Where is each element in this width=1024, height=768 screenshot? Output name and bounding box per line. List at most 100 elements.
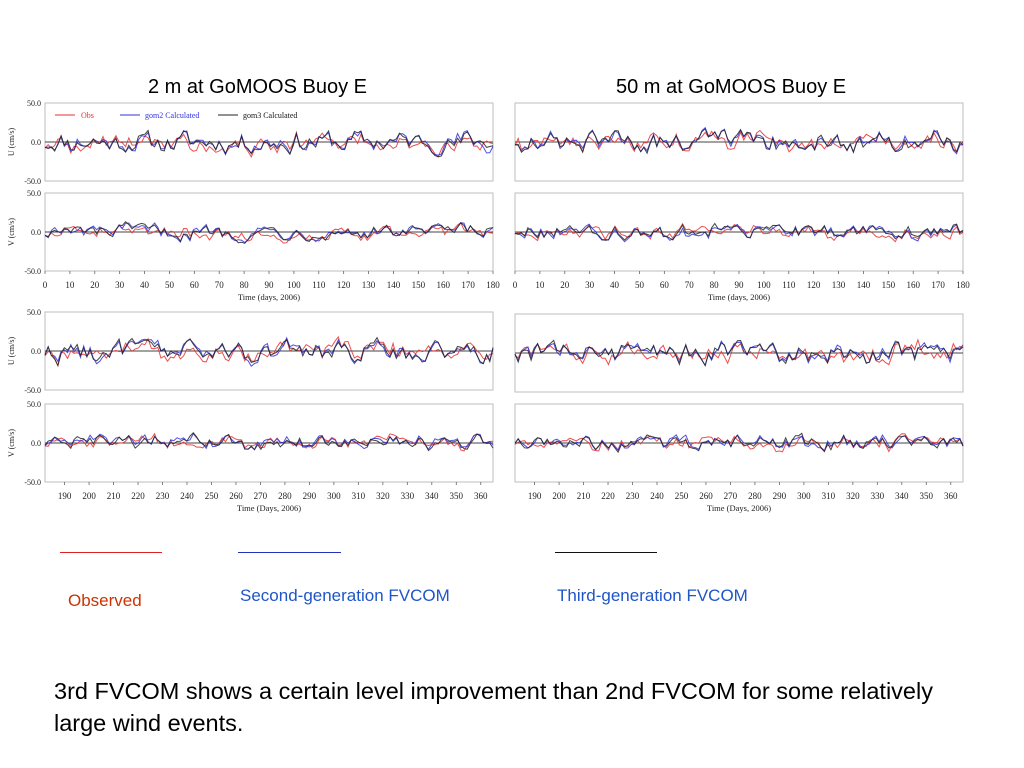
y-axis-label: V (cm/s) — [7, 218, 16, 246]
chart-panel-50m-V-late: 190 200 210 220 230 240 250 260 270 280 290 300 310 3… — [514, 403, 964, 513]
chart-panel-50m-U-late — [514, 313, 964, 393]
x-tick-label: 240 — [180, 491, 194, 501]
x-tick-label: 30 — [115, 280, 125, 290]
x-tick-label: 300 — [797, 491, 811, 501]
x-tick-label: 140 — [387, 280, 401, 290]
x-tick-label: 260 — [699, 491, 713, 501]
series-line-obs — [44, 130, 494, 159]
x-tick-label: 280 — [278, 491, 292, 501]
x-tick-label: 200 — [552, 491, 566, 501]
x-tick-label: 110 — [782, 280, 796, 290]
time-series-figure: 50.0 0.0 -50.0 U (cm/s) Obs gom2 Calculated go… — [7, 99, 970, 513]
x-tick-label: 160 — [436, 280, 450, 290]
x-tick-label: 220 — [131, 491, 145, 501]
x-tick-label: 350 — [450, 491, 464, 501]
x-tick-label: 150 — [882, 280, 896, 290]
x-tick-label: 130 — [362, 280, 376, 290]
y-tick-label: 50.0 — [27, 99, 41, 108]
x-tick-label: 230 — [626, 491, 640, 501]
x-tick-label: 200 — [82, 491, 96, 501]
x-tick-label: 310 — [352, 491, 366, 501]
legend-label-gom2: gom2 Calculated — [145, 111, 199, 120]
x-tick-label: 30 — [585, 280, 595, 290]
series-line-gom3 — [44, 220, 494, 244]
x-tick-label: 110 — [312, 280, 326, 290]
y-tick-label: -50.0 — [24, 267, 41, 276]
x-tick-label: 0 — [43, 280, 48, 290]
x-tick-label: 290 — [773, 491, 787, 501]
second-gen-legend-line — [238, 552, 341, 553]
x-tick-label: 320 — [846, 491, 860, 501]
x-tick-label: 40 — [140, 280, 150, 290]
y-axis-label: U (cm/s) — [7, 128, 16, 157]
x-tick-label: 340 — [425, 491, 439, 501]
x-tick-label: 310 — [822, 491, 836, 501]
series-line-gom2 — [44, 129, 494, 156]
x-tick-label: 60 — [660, 280, 670, 290]
x-tick-label: 150 — [412, 280, 426, 290]
series-line-gom3 — [44, 432, 494, 452]
x-tick-label: 180 — [486, 280, 500, 290]
x-axis-label: Time (days, 2006) — [238, 292, 300, 302]
series-line-gom2 — [514, 223, 964, 243]
x-tick-label: 140 — [857, 280, 871, 290]
chart-panel-50m-U-early — [514, 102, 964, 182]
x-tick-label: 50 — [165, 280, 175, 290]
second-gen-legend-label: Second-generation FVCOM — [240, 586, 450, 605]
x-tick-label: 70 — [215, 280, 225, 290]
x-axis-label: Time (Days, 2006) — [707, 503, 771, 513]
x-tick-label: 330 — [871, 491, 885, 501]
x-tick-label: 170 — [461, 280, 475, 290]
y-tick-label: 0.0 — [31, 138, 41, 147]
x-tick-label: 260 — [229, 491, 243, 501]
x-tick-label: 80 — [710, 280, 720, 290]
x-tick-label: 240 — [650, 491, 664, 501]
y-tick-label: 50.0 — [27, 308, 41, 317]
x-tick-label: 10 — [65, 280, 75, 290]
x-tick-label: 10 — [535, 280, 545, 290]
chart-panel-50m-V-early: 0 10 20 30 40 50 60 70 80 90 100 110 120 130 140 150 160… — [513, 192, 970, 302]
x-tick-label: 220 — [601, 491, 615, 501]
x-tick-label: 90 — [735, 280, 745, 290]
chart-panel-2m-U-early: 50.0 0.0 -50.0 U (cm/s) Obs gom2 Calculated go… — [7, 99, 494, 186]
y-tick-label: -50.0 — [24, 386, 41, 395]
series-line-obs — [514, 433, 964, 453]
x-tick-label: 270 — [254, 491, 268, 501]
y-tick-label: -50.0 — [24, 478, 41, 487]
y-tick-label: 50.0 — [27, 400, 41, 409]
y-tick-label: -50.0 — [24, 177, 41, 186]
x-tick-label: 90 — [265, 280, 275, 290]
series-line-gom3 — [514, 432, 964, 454]
left-column-title: 2 m at GoMOOS Buoy E — [148, 76, 367, 98]
series-line-gom3 — [44, 129, 494, 158]
x-tick-label: 340 — [895, 491, 909, 501]
y-tick-label: 50.0 — [27, 189, 41, 198]
x-tick-label: 70 — [685, 280, 695, 290]
series-line-gom3 — [514, 339, 964, 367]
y-tick-label: 0.0 — [31, 228, 41, 237]
x-tick-label: 190 — [58, 491, 72, 501]
x-tick-label: 50 — [635, 280, 645, 290]
x-tick-label: 230 — [156, 491, 170, 501]
y-tick-label: 0.0 — [31, 347, 41, 356]
series-line-gom3 — [514, 128, 964, 155]
x-tick-label: 360 — [474, 491, 488, 501]
chart-panel-2m-V-late: 50.0 0.0 -50.0 V (cm/s) 190 200 210 220 230 240 25… — [7, 400, 494, 513]
x-tick-label: 100 — [757, 280, 771, 290]
x-tick-label: 250 — [675, 491, 689, 501]
x-tick-label: 80 — [240, 280, 250, 290]
y-tick-label: 0.0 — [31, 439, 41, 448]
x-tick-label: 100 — [287, 280, 301, 290]
x-tick-label: 290 — [303, 491, 317, 501]
legend-label-obs: Obs — [81, 111, 94, 120]
x-tick-label: 160 — [906, 280, 920, 290]
x-tick-label: 300 — [327, 491, 341, 501]
series-line-obs — [514, 129, 964, 154]
x-tick-label: 180 — [956, 280, 970, 290]
observed-legend-label: Observed — [68, 591, 142, 610]
y-axis-label: V (cm/s) — [7, 429, 16, 457]
series-line-gom3 — [44, 336, 494, 367]
series-line-gom3 — [514, 222, 964, 241]
x-tick-label: 40 — [610, 280, 620, 290]
legend-label-gom3: gom3 Calculated — [243, 111, 297, 120]
